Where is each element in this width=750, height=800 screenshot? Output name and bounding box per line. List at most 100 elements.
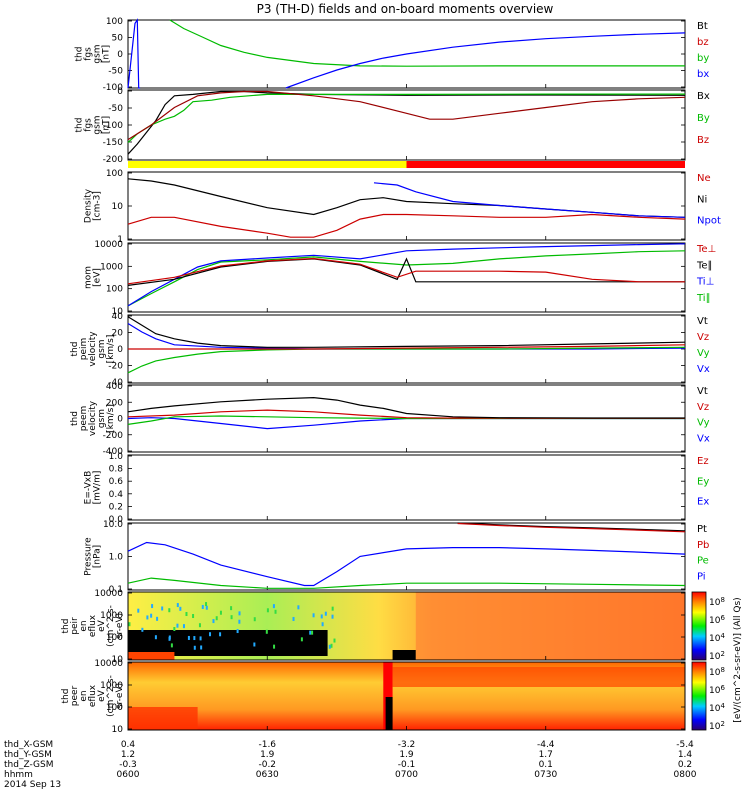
panel-peim_velocity: 40200-20-40thd peim velocity gsm [km/s]VtVzV… <box>70 312 710 388</box>
series-line-bx <box>286 33 685 88</box>
spectrogram-speckle <box>176 624 178 628</box>
spectrogram-speckle <box>150 614 152 618</box>
panel-mode_bar <box>128 161 685 168</box>
legend-entry: Npot <box>697 216 721 227</box>
mode-segment-0 <box>128 161 407 168</box>
spectrogram-speckle <box>206 606 208 610</box>
legend-entry: Pe <box>697 556 709 567</box>
colorbar-tick-label: 102 <box>709 720 725 732</box>
legend-entry: bx <box>697 69 709 80</box>
y-tick-label: 100 <box>106 169 123 179</box>
legend-entry: Bt <box>697 21 708 32</box>
y-tick-label: 0.8 <box>109 465 124 475</box>
colorbar-gradient <box>692 662 706 730</box>
legend-entry: Pb <box>697 540 709 551</box>
series-line-Vy <box>128 347 685 373</box>
legend-entry: by <box>697 53 709 64</box>
y-axis-label: [nT] <box>102 116 112 134</box>
y-tick-label: 0.2 <box>109 502 123 512</box>
panel-fgs: 100500-50-100thd fgs gsm [nT]Btbzbybx <box>75 17 710 93</box>
colorbar: 108 106 104 102 <box>692 662 725 732</box>
axis-row-value: -0.2 <box>258 760 276 770</box>
axis-row-value: 1.9 <box>260 750 275 760</box>
figure-title: P3 (TH-D) fields and on-board moments ov… <box>257 2 554 16</box>
panel-frame <box>128 523 685 590</box>
axis-row-value: 0.4 <box>121 740 136 750</box>
panel-fgs2: 0 -50 -100 -150 -200 thd fgs gsm [nT] Bx By Bz <box>75 87 710 165</box>
colorbar-tick-label: 108 <box>709 666 725 678</box>
y-tick-label: 400 <box>106 382 123 392</box>
spectrogram-speckle <box>237 629 239 633</box>
y-tick-label: 10 <box>112 202 124 212</box>
series-line-Vt <box>128 317 685 348</box>
axis-row-label: thd_Y-GSM <box>4 750 52 760</box>
axis-row-value: 1.4 <box>678 750 693 760</box>
series-line-Ne <box>128 215 685 238</box>
spectrogram-speckle <box>151 604 153 608</box>
spectrogram-speckle <box>200 645 202 649</box>
y-tick-label: 1000 <box>100 262 123 272</box>
axis-row-value: -0.3 <box>119 760 137 770</box>
legend-entry: Vy <box>697 348 710 359</box>
date-label: 2014 Sep 13 <box>4 780 61 790</box>
axis-row-value: 0630 <box>256 770 279 780</box>
spectrogram-speckle <box>128 622 130 626</box>
y-tick-label: 0 <box>117 415 123 425</box>
spectrogram-speckle <box>311 631 313 635</box>
legend-entry: Vz <box>697 402 709 413</box>
axis-row-value: 0700 <box>395 770 418 780</box>
legend-entry: Ni <box>697 194 707 205</box>
peer_spectrogram-image <box>128 662 685 730</box>
spectrogram-speckle <box>185 612 187 616</box>
spectrogram-speckle <box>325 612 327 616</box>
spectrogram-speckle <box>212 619 214 623</box>
spectrogram-speckle <box>179 607 181 611</box>
legend-entry: Vx <box>697 433 710 444</box>
axis-row-value: 0800 <box>674 770 697 780</box>
spectrogram-speckle <box>199 623 201 627</box>
legend-entry: By <box>697 113 710 124</box>
y-tick-label: 10000 <box>94 659 123 669</box>
axis-row-value: 1.2 <box>121 750 135 760</box>
legend-entry: Vz <box>697 332 709 343</box>
spectrogram-speckle <box>266 630 268 634</box>
legend-entry: Te⊥ <box>696 244 716 255</box>
spectrogram-band <box>128 652 174 660</box>
legend-entry: Vt <box>697 316 708 327</box>
y-tick-label: 100 <box>106 17 123 27</box>
y-tick-label: -200 <box>103 155 124 165</box>
axis-row-value: -4.4 <box>537 740 555 750</box>
spectrogram-speckle <box>313 613 315 617</box>
spectrogram-gap <box>386 697 393 730</box>
panel-frame <box>128 455 685 520</box>
y-tick-label: 1.0 <box>109 553 124 563</box>
colorbar-tick-label: 106 <box>709 614 725 626</box>
series-line-Vt <box>128 398 685 418</box>
colorbar-tick-label: 104 <box>709 702 725 714</box>
series-line-Vz <box>128 410 685 418</box>
spectrogram-speckle <box>188 636 190 640</box>
spectrogram-speckle <box>267 608 269 612</box>
axis-row-label: thd_X-GSM <box>4 740 53 750</box>
axis-row-value: -1.6 <box>258 740 276 750</box>
legend-entry: Ti∥ <box>696 293 711 304</box>
axis-row-value: -3.2 <box>398 740 416 750</box>
spectrogram-speckle <box>231 615 233 619</box>
colorbar-gradient <box>692 592 706 660</box>
series-line-Bz <box>128 92 685 140</box>
spectrogram-speckle <box>209 632 211 636</box>
spectrogram-speckle <box>253 642 255 646</box>
axis-row-value: 0600 <box>117 770 140 780</box>
panel-peer_spectrogram: 108 106 104 102 10000 1000 100 10 thd peer en eflux… <box>61 659 725 735</box>
spectrogram-speckle <box>297 605 299 609</box>
y-axis-label: sr-eV) <box>115 613 125 639</box>
y-tick-label: 100 <box>106 285 123 295</box>
panel-frame <box>128 172 685 240</box>
spectrogram-speckle <box>333 639 335 643</box>
spectrogram-speckle <box>273 604 275 608</box>
spectrogram-speckle <box>168 608 170 612</box>
spectrogram-speckle <box>275 610 277 614</box>
mode-segment-1 <box>407 161 686 168</box>
spectrogram-speckle <box>321 614 323 618</box>
